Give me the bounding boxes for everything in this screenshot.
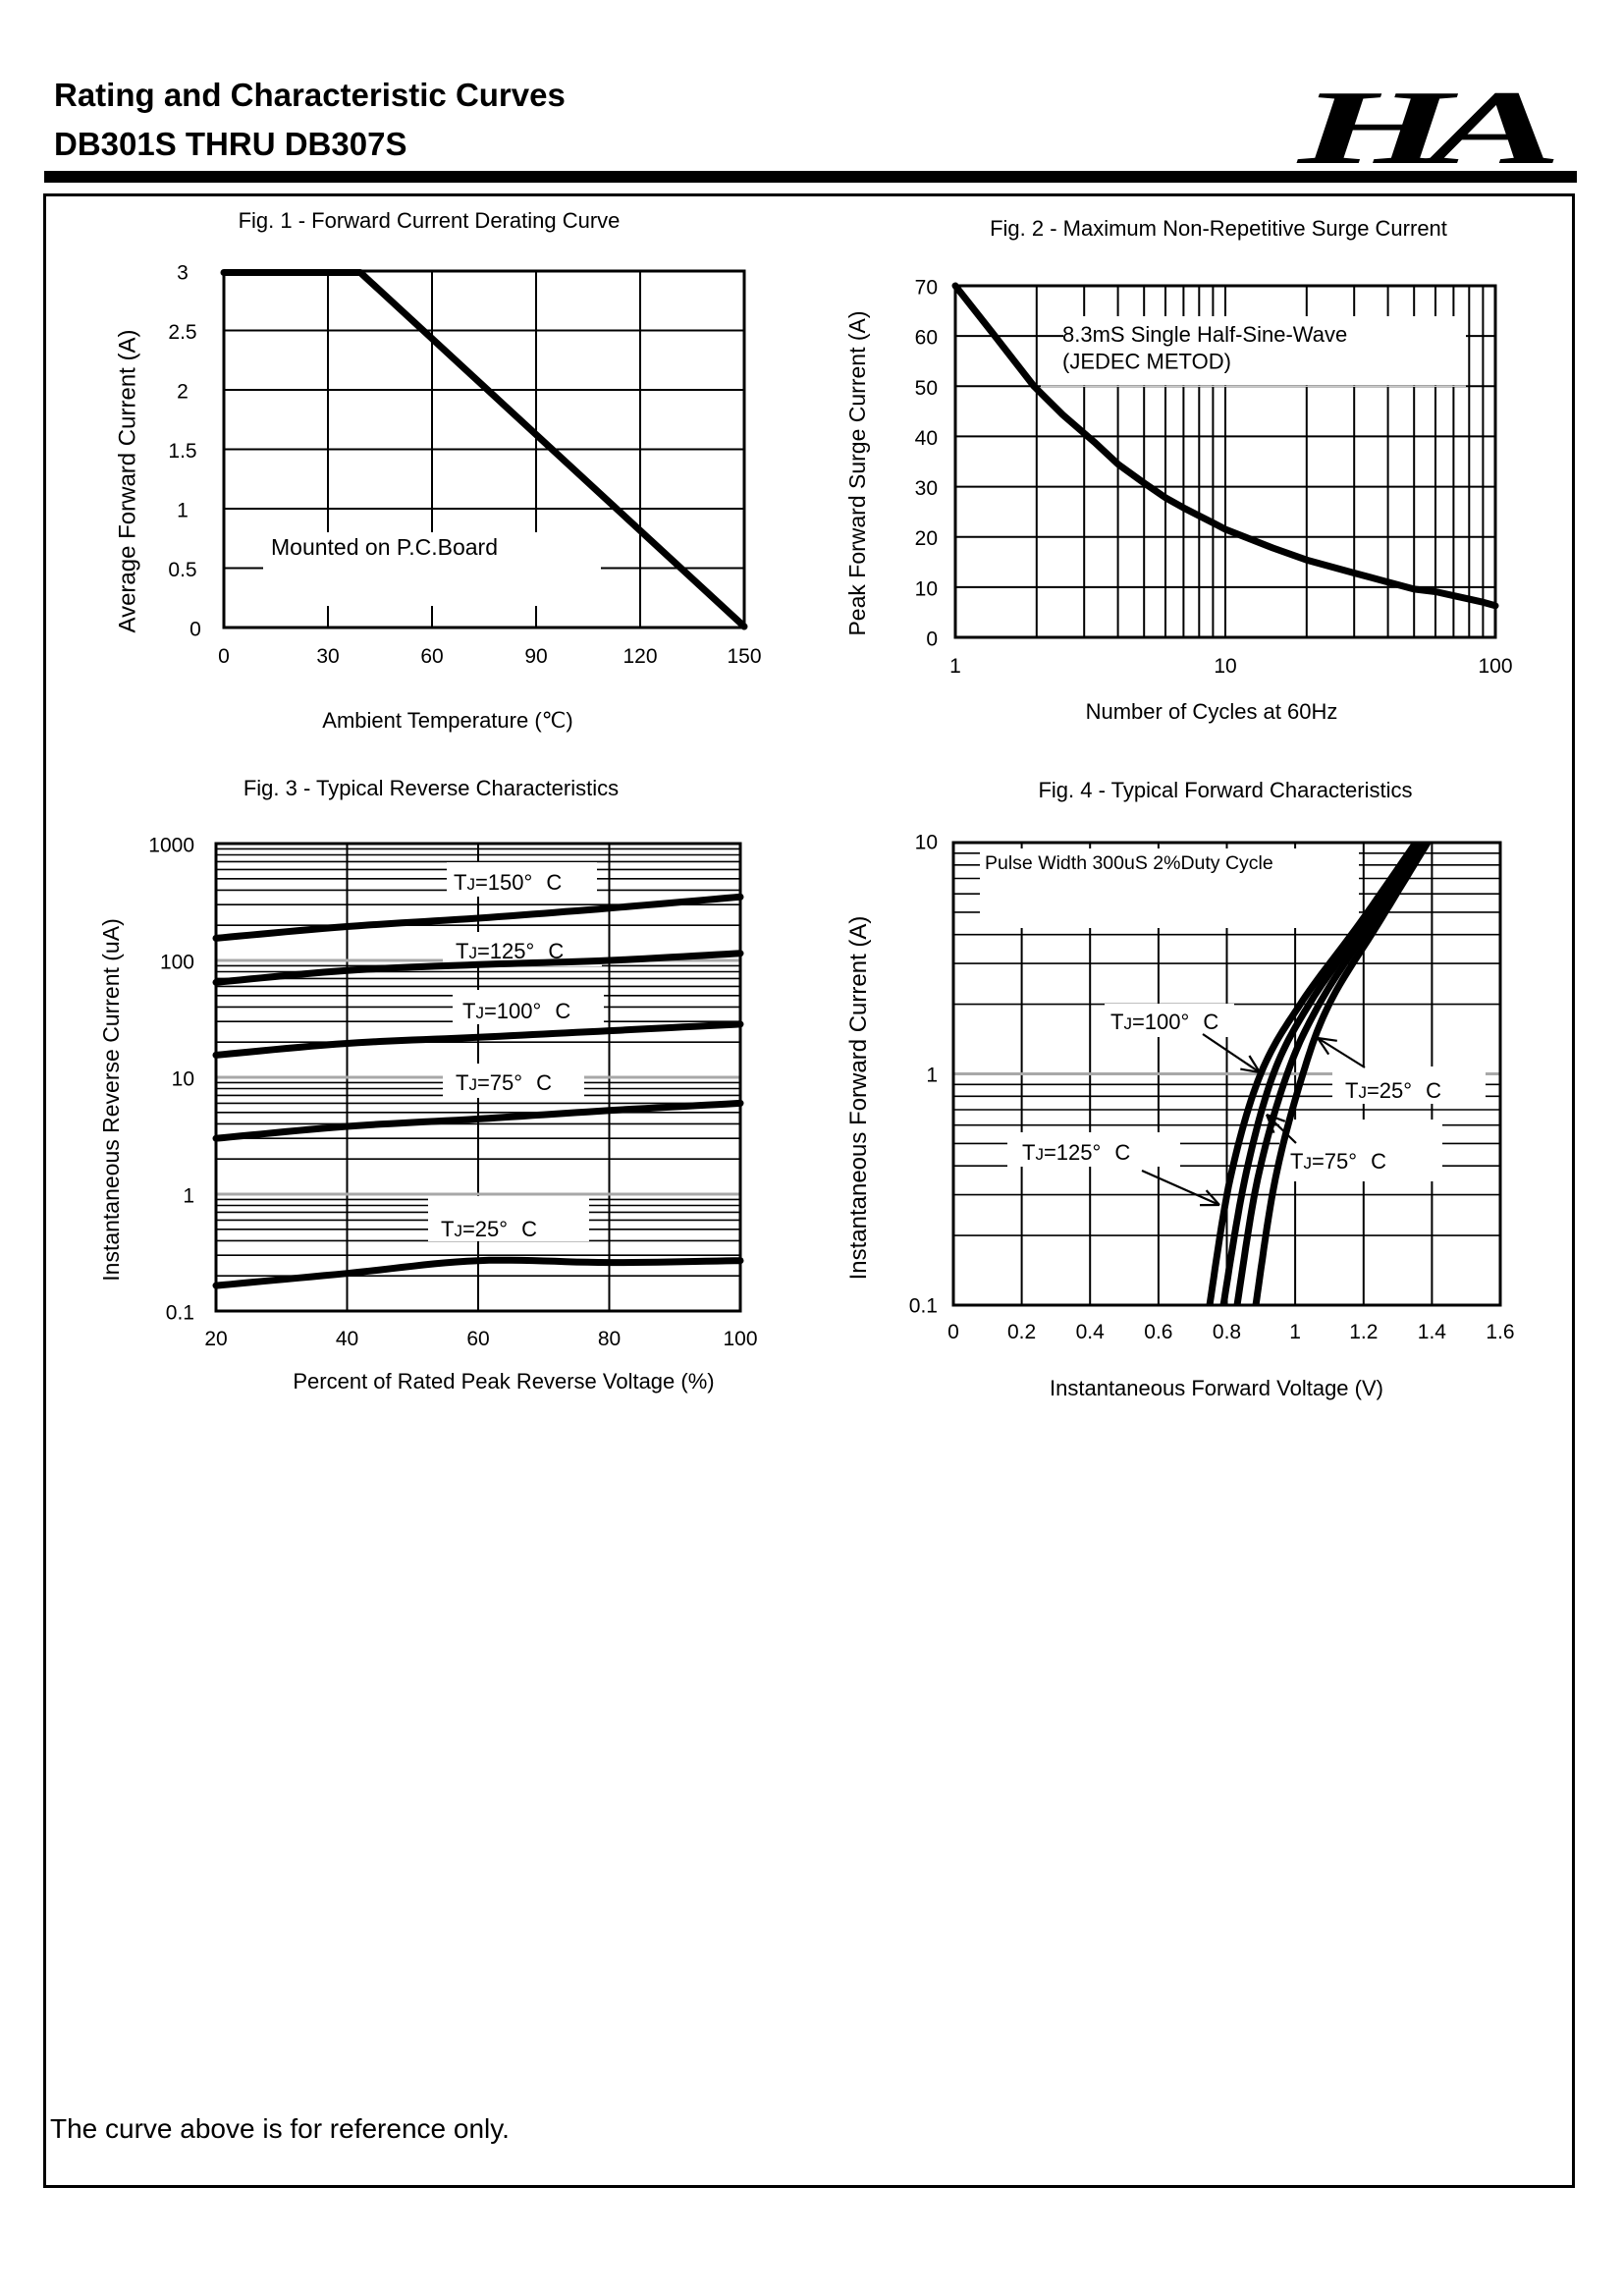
svg-text:1.4: 1.4 <box>1418 1321 1447 1343</box>
svg-text:1: 1 <box>183 1185 194 1208</box>
svg-text:0.5: 0.5 <box>168 559 196 581</box>
svg-text:40: 40 <box>915 427 938 450</box>
svg-text:0: 0 <box>947 1321 959 1343</box>
svg-text:0: 0 <box>218 645 230 668</box>
svg-text:Peak Forward Surge Current (A): Peak Forward Surge Current (A) <box>844 310 870 635</box>
svg-text:Fig. 3 - Typical Reverse Chara: Fig. 3 - Typical Reverse Characteristics <box>243 776 619 800</box>
svg-text:TJ=25°C: TJ=25° C <box>441 1217 537 1241</box>
svg-text:Instantaneous Forward Voltage: Instantaneous Forward Voltage (V) <box>1050 1376 1383 1400</box>
svg-text:0.6: 0.6 <box>1144 1321 1172 1343</box>
svg-text:Percent of Rated Peak Reverse: Percent of Rated Peak Reverse Voltage (%… <box>293 1369 714 1394</box>
svg-text:Pulse Width 300uS 2%Duty Cycle: Pulse Width 300uS 2%Duty Cycle <box>985 852 1273 874</box>
svg-text:2: 2 <box>177 381 189 404</box>
svg-text:100: 100 <box>723 1328 757 1350</box>
svg-text:DB301S THRU DB307S: DB301S THRU DB307S <box>54 126 406 162</box>
svg-text:8.3mS Single Half-Sine-Wave: 8.3mS Single Half-Sine-Wave <box>1062 322 1347 347</box>
svg-text:80: 80 <box>598 1328 621 1350</box>
svg-text:40: 40 <box>336 1328 358 1350</box>
svg-text:1: 1 <box>1289 1321 1301 1343</box>
svg-text:The curve above is for referen: The curve above is for reference only. <box>50 2113 510 2144</box>
svg-text:2.5: 2.5 <box>168 321 196 344</box>
svg-text:150: 150 <box>727 645 761 668</box>
svg-text:1000: 1000 <box>148 835 194 857</box>
svg-text:20: 20 <box>204 1328 227 1350</box>
svg-text:3: 3 <box>177 262 189 285</box>
svg-text:0.1: 0.1 <box>909 1295 938 1318</box>
svg-text:50: 50 <box>915 377 938 400</box>
svg-text:60: 60 <box>466 1328 489 1350</box>
svg-text:Fig. 4 - Typical Forward Chara: Fig. 4 - Typical Forward Characteristics <box>1038 778 1412 802</box>
svg-text:0.4: 0.4 <box>1076 1321 1106 1343</box>
svg-text:20: 20 <box>915 527 938 550</box>
svg-text:10: 10 <box>1214 655 1236 678</box>
svg-text:10: 10 <box>915 832 938 854</box>
svg-text:100: 100 <box>160 952 194 974</box>
svg-text:0: 0 <box>926 629 938 651</box>
svg-text:Ambient Temperature (℃): Ambient Temperature (℃) <box>322 708 572 733</box>
svg-text:60: 60 <box>420 645 443 668</box>
svg-text:10: 10 <box>172 1068 194 1091</box>
svg-text:30: 30 <box>915 477 938 500</box>
svg-text:TJ=75°C: TJ=75° C <box>1290 1149 1386 1174</box>
svg-text:0.2: 0.2 <box>1007 1321 1036 1343</box>
svg-text:30: 30 <box>316 645 339 668</box>
svg-text:60: 60 <box>915 327 938 350</box>
svg-text:Instantaneous Forward Current: Instantaneous Forward Current (A) <box>845 916 872 1281</box>
svg-text:TJ=75°C: TJ=75° C <box>456 1070 552 1095</box>
svg-text:Instantaneous Reverse Current: Instantaneous Reverse Current (uA) <box>98 918 124 1281</box>
svg-text:0: 0 <box>189 619 201 641</box>
svg-text:Rating and Characteristic Curv: Rating and Characteristic Curves <box>54 77 566 113</box>
svg-text:Number of Cycles at 60Hz: Number of Cycles at 60Hz <box>1086 699 1338 724</box>
svg-text:0.8: 0.8 <box>1213 1321 1241 1343</box>
svg-text:HA: HA <box>1296 69 1554 187</box>
svg-text:Fig. 2 - Maximum Non-Repetitiv: Fig. 2 - Maximum Non-Repetitive Surge Cu… <box>990 216 1447 241</box>
svg-text:120: 120 <box>622 645 657 668</box>
svg-text:1: 1 <box>949 655 961 678</box>
svg-text:1.6: 1.6 <box>1486 1321 1514 1343</box>
svg-text:70: 70 <box>915 277 938 300</box>
svg-text:1: 1 <box>926 1065 938 1087</box>
svg-text:Mounted on P.C.Board: Mounted on P.C.Board <box>271 534 498 560</box>
svg-text:1.5: 1.5 <box>168 440 196 463</box>
svg-text:1: 1 <box>177 500 189 522</box>
svg-text:Average Forward Current (A): Average Forward Current (A) <box>115 330 141 633</box>
svg-text:TJ=25°C: TJ=25° C <box>1345 1078 1441 1103</box>
svg-text:10: 10 <box>915 577 938 600</box>
svg-text:100: 100 <box>1478 655 1512 678</box>
svg-text:(JEDEC METOD): (JEDEC METOD) <box>1062 350 1231 374</box>
svg-text:0.1: 0.1 <box>166 1302 194 1325</box>
svg-text:Fig. 1 - Forward Current Derat: Fig. 1 - Forward Current Derating Curve <box>239 208 621 233</box>
svg-text:90: 90 <box>524 645 547 668</box>
svg-text:1.2: 1.2 <box>1349 1321 1378 1343</box>
